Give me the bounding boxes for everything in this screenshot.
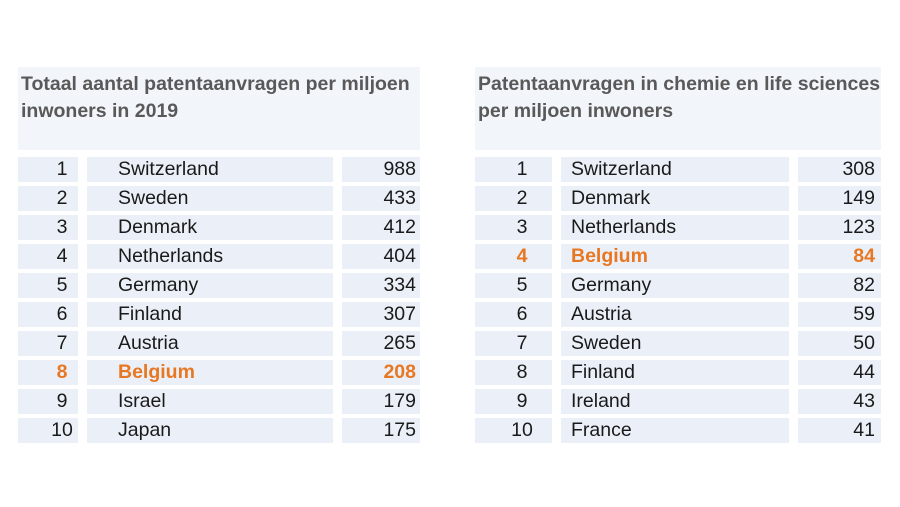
value-cell: 175 (342, 418, 420, 443)
country-cell: Germany (87, 273, 333, 298)
rank-cell: 10 (18, 418, 78, 443)
rank-cell: 1 (18, 157, 78, 182)
table-row: 10 France 41 (475, 418, 881, 443)
value-cell: 59 (798, 302, 881, 327)
table-row: 7 Austria 265 (18, 331, 420, 356)
rank-cell: 1 (475, 157, 552, 182)
table-row: 1 Switzerland 308 (475, 157, 881, 182)
country-cell: Belgium (87, 360, 333, 385)
rank-cell: 3 (18, 215, 78, 240)
country-cell: France (561, 418, 789, 443)
ranking-table-chemie-life-sciences: Patentaanvragen in chemie en life scienc… (475, 67, 881, 443)
value-cell: 208 (342, 360, 420, 385)
country-cell: Austria (87, 331, 333, 356)
country-cell: Sweden (561, 331, 789, 356)
table-row: 1 Switzerland 988 (18, 157, 420, 182)
country-cell: Switzerland (87, 157, 333, 182)
country-cell: Sweden (87, 186, 333, 211)
table-row: 9 Ireland 43 (475, 389, 881, 414)
country-cell: Denmark (87, 215, 333, 240)
country-cell: Denmark (561, 186, 789, 211)
country-cell: Germany (561, 273, 789, 298)
country-cell: Switzerland (561, 157, 789, 182)
rank-cell: 7 (18, 331, 78, 356)
rank-cell: 7 (475, 331, 552, 356)
rank-cell: 5 (475, 273, 552, 298)
table-row-highlighted: 8 Belgium 208 (18, 360, 420, 385)
table-row: 5 Germany 334 (18, 273, 420, 298)
table-row: 6 Finland 307 (18, 302, 420, 327)
value-cell: 308 (798, 157, 881, 182)
rank-cell: 9 (18, 389, 78, 414)
table-title-total-patents: Totaal aantal patentaanvragen per miljoe… (18, 67, 420, 150)
country-cell: Finland (561, 360, 789, 385)
table-title-chemie-life-sciences: Patentaanvragen in chemie en life scienc… (475, 67, 881, 150)
rank-cell: 8 (18, 360, 78, 385)
value-cell: 123 (798, 215, 881, 240)
ranking-table-total-patents: Totaal aantal patentaanvragen per miljoe… (18, 67, 420, 443)
value-cell: 412 (342, 215, 420, 240)
rank-cell: 9 (475, 389, 552, 414)
rank-cell: 8 (475, 360, 552, 385)
country-cell: Austria (561, 302, 789, 327)
value-cell: 179 (342, 389, 420, 414)
country-cell: Ireland (561, 389, 789, 414)
table-row: 3 Denmark 412 (18, 215, 420, 240)
table-row: 3 Netherlands 123 (475, 215, 881, 240)
rank-cell: 6 (475, 302, 552, 327)
value-cell: 41 (798, 418, 881, 443)
table-row-highlighted: 4 Belgium 84 (475, 244, 881, 269)
value-cell: 82 (798, 273, 881, 298)
country-cell: Japan (87, 418, 333, 443)
value-cell: 50 (798, 331, 881, 356)
value-cell: 404 (342, 244, 420, 269)
table-rows-chemie-life-sciences: 1 Switzerland 308 2 Denmark 149 3 Netherlands 12… (475, 157, 881, 443)
table-row: 2 Sweden 433 (18, 186, 420, 211)
table-row: 10 Japan 175 (18, 418, 420, 443)
table-rows-total-patents: 1 Switzerland 988 2 Sweden 433 3 Denmark 412 4 Net… (18, 157, 420, 443)
value-cell: 988 (342, 157, 420, 182)
rank-cell: 2 (18, 186, 78, 211)
table-row: 2 Denmark 149 (475, 186, 881, 211)
rank-cell: 6 (18, 302, 78, 327)
table-row: 6 Austria 59 (475, 302, 881, 327)
country-cell: Netherlands (87, 244, 333, 269)
value-cell: 44 (798, 360, 881, 385)
rank-cell: 4 (18, 244, 78, 269)
country-cell: Finland (87, 302, 333, 327)
value-cell: 433 (342, 186, 420, 211)
table-row: 5 Germany 82 (475, 273, 881, 298)
table-row: 7 Sweden 50 (475, 331, 881, 356)
value-cell: 307 (342, 302, 420, 327)
value-cell: 84 (798, 244, 881, 269)
value-cell: 149 (798, 186, 881, 211)
value-cell: 43 (798, 389, 881, 414)
rank-cell: 5 (18, 273, 78, 298)
value-cell: 334 (342, 273, 420, 298)
rank-cell: 2 (475, 186, 552, 211)
country-cell: Belgium (561, 244, 789, 269)
value-cell: 265 (342, 331, 420, 356)
table-row: 8 Finland 44 (475, 360, 881, 385)
table-row: 4 Netherlands 404 (18, 244, 420, 269)
rank-cell: 4 (475, 244, 552, 269)
table-row: 9 Israel 179 (18, 389, 420, 414)
rank-cell: 10 (475, 418, 552, 443)
rank-cell: 3 (475, 215, 552, 240)
country-cell: Israel (87, 389, 333, 414)
country-cell: Netherlands (561, 215, 789, 240)
